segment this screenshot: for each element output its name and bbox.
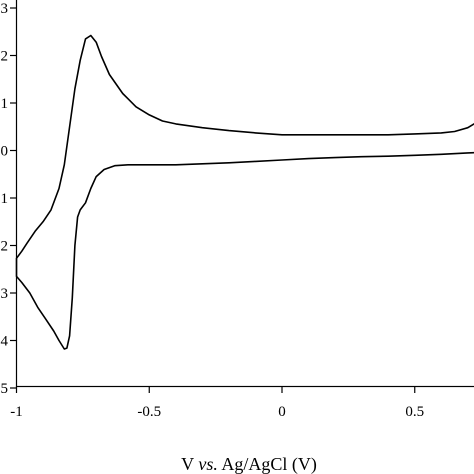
x-axis-title: V vs. Ag/AgCl (V) (181, 454, 317, 474)
y-tick-label: 0 (1, 144, 9, 160)
y-tick-label: 3 (1, 1, 9, 17)
y-tick-label: 1 (1, 96, 9, 112)
tick-layer (10, 7, 416, 393)
y-tick-label: -4 (0, 334, 8, 350)
y-tick-label: -5 (0, 381, 8, 397)
plot-frame (15, 0, 474, 388)
x-tick-label: 0 (278, 404, 286, 420)
y-tick-label: -1 (0, 191, 8, 207)
x-axis-title-suffix: Ag/AgCl (V) (218, 454, 317, 474)
y-tick-label: 2 (1, 49, 9, 65)
x-tick-label: -1 (10, 404, 23, 420)
y-tick-label: -2 (0, 239, 8, 255)
x-tick-label: -0.5 (137, 404, 161, 420)
data-series-line (15, 34, 474, 350)
tick-label-layer: -1-0.500.5543210-1-2-3-4-5 (0, 1, 424, 420)
x-axis-title-italic: vs. (198, 454, 218, 474)
y-tick-label: -3 (0, 286, 8, 302)
x-axis-title-prefix: V (181, 454, 198, 474)
x-tick-label: 0.5 (405, 404, 424, 420)
